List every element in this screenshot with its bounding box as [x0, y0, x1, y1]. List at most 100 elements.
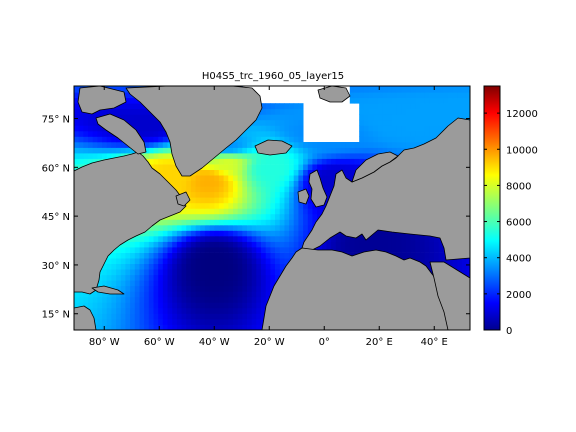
- grid-cell: [233, 258, 239, 264]
- grid-cell: [312, 147, 318, 154]
- land-iceland: [254, 139, 293, 156]
- grid-cell: [242, 302, 248, 309]
- grid-cell: [153, 285, 159, 292]
- grid-cell: [116, 307, 122, 314]
- grid-cell: [97, 125, 103, 132]
- grid-cell: [247, 285, 253, 292]
- grid-cell: [233, 280, 239, 287]
- grid-cell: [377, 114, 383, 121]
- grid-cell: [106, 136, 112, 143]
- grid-cell: [209, 169, 215, 176]
- grid-cell: [186, 191, 192, 198]
- grid-cell: [130, 296, 136, 303]
- grid-cell: [102, 274, 108, 281]
- grid-cell: [167, 213, 173, 220]
- grid-cell: [158, 224, 164, 231]
- grid-cell: [181, 274, 187, 281]
- grid-cell: [125, 92, 131, 99]
- grid-cell: [162, 269, 168, 276]
- grid-cell: [233, 252, 239, 259]
- grid-cell: [223, 186, 229, 193]
- grid-cell: [391, 147, 397, 154]
- grid-cell: [251, 296, 257, 303]
- grid-cell: [275, 169, 281, 176]
- grid-cell: [102, 302, 108, 309]
- grid-cell: [190, 247, 196, 253]
- grid-cell: [424, 125, 430, 132]
- grid-cell: [139, 280, 145, 287]
- grid-cell: [186, 313, 192, 320]
- grid-cell: [298, 180, 304, 187]
- grid-cell: [102, 318, 108, 325]
- grid-cell: [186, 224, 192, 231]
- grid-cell: [405, 136, 411, 143]
- grid-cell: [209, 197, 215, 204]
- grid-cell: [275, 125, 281, 132]
- grid-cell: [303, 213, 309, 220]
- grid-cell: [275, 180, 281, 187]
- grid-cell: [78, 119, 84, 126]
- grid-cell: [130, 280, 136, 287]
- grid-cell: [162, 307, 168, 314]
- grid-cell: [331, 164, 337, 170]
- grid-cell: [256, 186, 262, 193]
- grid-cell: [443, 103, 449, 110]
- grid-cell: [270, 114, 276, 121]
- grid-cell: [363, 241, 369, 248]
- grid-cell: [377, 147, 383, 154]
- grid-cell: [200, 197, 206, 204]
- grid-cell: [120, 274, 126, 281]
- grid-cell: [270, 247, 276, 253]
- grid-cell: [265, 230, 271, 237]
- grid-cell: [270, 119, 276, 126]
- grid-cell: [116, 103, 122, 110]
- grid-cell: [116, 313, 122, 320]
- grid-cell: [256, 213, 262, 220]
- grid-cell: [186, 285, 192, 292]
- grid-cell: [237, 269, 243, 276]
- grid-cell: [158, 252, 164, 259]
- grid-cell: [284, 125, 290, 132]
- grid-cell: [261, 136, 267, 143]
- grid-cell: [401, 130, 407, 137]
- grid-cell: [298, 175, 304, 181]
- grid-cell: [130, 274, 136, 281]
- grid-cell: [153, 296, 159, 303]
- grid-cell: [92, 114, 98, 121]
- grid-cell: [261, 280, 267, 287]
- grid-cell: [321, 158, 327, 165]
- grid-cell: [289, 241, 295, 248]
- grid-cell: [148, 302, 154, 309]
- grid-cell: [363, 142, 369, 148]
- grid-cell: [153, 313, 159, 320]
- grid-cell: [373, 230, 379, 237]
- grid-cell: [247, 252, 253, 259]
- grid-cell: [293, 213, 299, 220]
- grid-cell: [233, 318, 239, 325]
- grid-cell: [233, 153, 239, 159]
- grid-cell: [242, 280, 248, 287]
- grid-cell: [204, 191, 210, 198]
- grid-cell: [415, 142, 421, 148]
- colorbar-tick-label: 2000: [506, 290, 531, 301]
- grid-cell: [148, 296, 154, 303]
- grid-cell: [176, 186, 182, 193]
- grid-cell: [116, 114, 122, 121]
- grid-cell: [162, 313, 168, 320]
- grid-cell: [349, 247, 355, 253]
- grid-cell: [382, 130, 388, 137]
- grid-cell: [106, 258, 112, 264]
- grid-cell: [204, 274, 210, 281]
- grid-cell: [176, 318, 182, 325]
- grid-cell: [387, 130, 393, 137]
- grid-cell: [218, 263, 224, 270]
- grid-cell: [275, 230, 281, 237]
- grid-cell: [214, 175, 220, 181]
- grid-cell: [452, 108, 458, 115]
- grid-cell: [116, 269, 122, 276]
- grid-cell: [111, 324, 117, 330]
- grid-cell: [401, 97, 407, 104]
- grid-cell: [270, 180, 276, 187]
- grid-cell: [144, 136, 150, 143]
- grid-cell: [158, 274, 164, 281]
